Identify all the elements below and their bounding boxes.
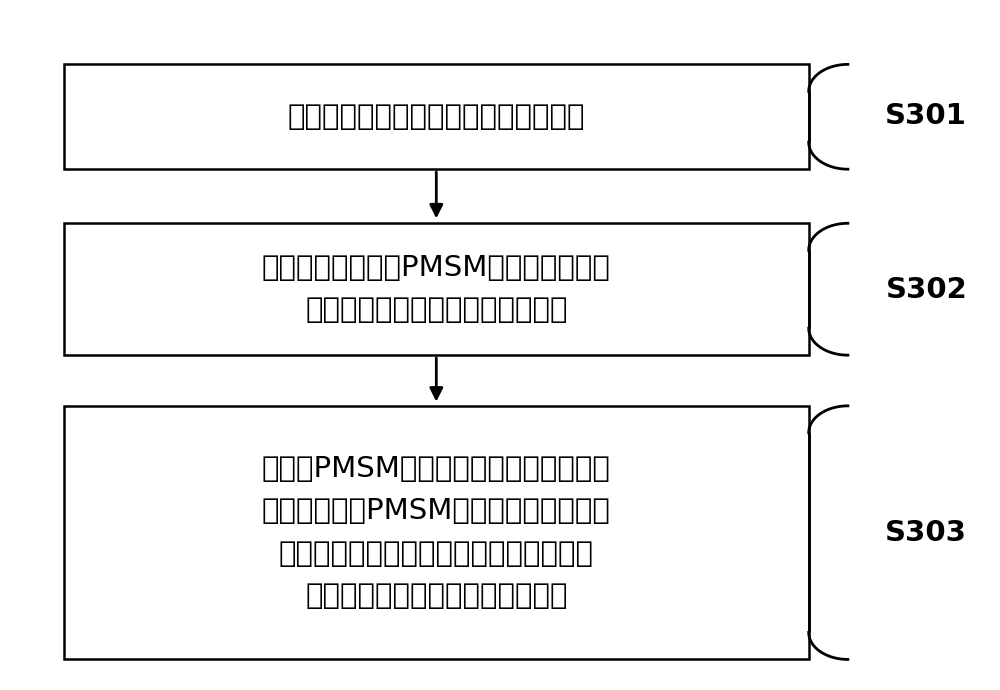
Text: S301: S301 [885, 102, 967, 130]
Bar [64, 64, 809, 169]
Text: 选取直轴电流初始值与交轴电流初始值: 选取直轴电流初始值与交轴电流初始值 [288, 103, 585, 131]
Text: S303: S303 [885, 519, 967, 547]
Text: 对所述PMSM的直轴电流和交轴电流进行
调节，使所述PMSM由所述直轴电流初始
值运行至直轴电流目标值、且由所述交轴
电流初始值运行至交轴电流目标值: 对所述PMSM的直轴电流和交轴电流进行 调节，使所述PMSM由所述直轴电流初始 … [262, 455, 611, 610]
Text: 控制永磁同步电机PMSM运行在所述直轴
电流初始值与所述交轴电流初始值: 控制永磁同步电机PMSM运行在所述直轴 电流初始值与所述交轴电流初始值 [262, 254, 611, 324]
Text: S302: S302 [885, 275, 967, 304]
Bar [64, 224, 809, 355]
Bar [64, 406, 809, 660]
